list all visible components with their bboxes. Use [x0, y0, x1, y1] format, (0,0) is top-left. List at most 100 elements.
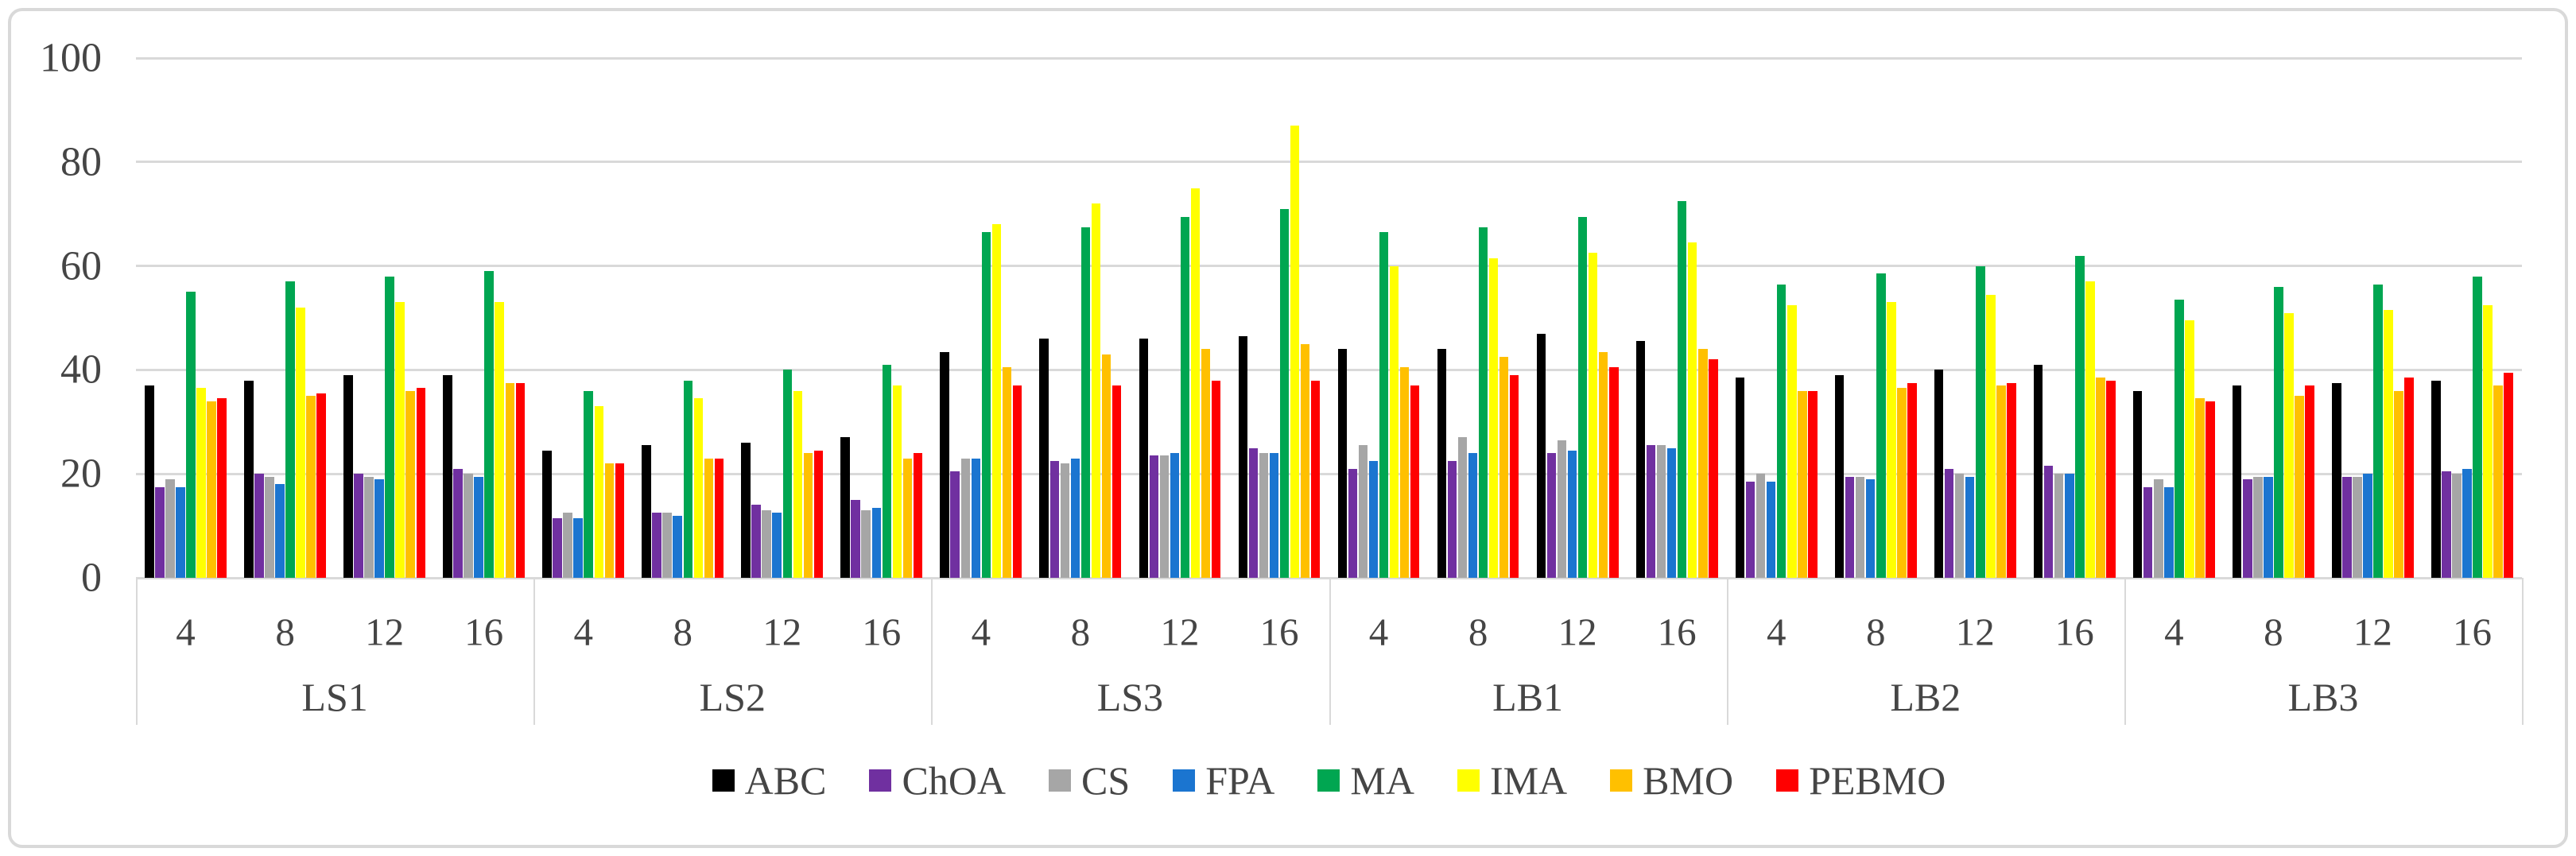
y-tick-label: 0 — [81, 555, 102, 601]
bar-PEBMO-LS1-16 — [515, 382, 526, 579]
legend-swatch-CS — [1049, 769, 1072, 792]
bar-CS-LB1-16 — [1656, 445, 1666, 578]
bar-BMO-LB1-4 — [1399, 367, 1410, 578]
bar-CS-LS1-8 — [265, 476, 274, 578]
bar-BMO-LS1-8 — [306, 396, 316, 578]
bar-CS-LB3-8 — [2253, 476, 2263, 578]
bar-FPA-LS3-4 — [971, 458, 981, 578]
bar-FPA-LB1-12 — [1567, 450, 1577, 578]
bar-FPA-LB1-4 — [1368, 460, 1379, 579]
bar-IMA-LB3-4 — [2185, 320, 2194, 578]
bar-BMO-LB2-12 — [1996, 385, 2006, 578]
x-tick-label: 4 — [573, 610, 593, 654]
x-tick-label: 4 — [1368, 610, 1389, 654]
bar-FPA-LS3-16 — [1269, 453, 1279, 578]
bar-CS-LB2-8 — [1855, 476, 1865, 578]
bar-CS-LS1-12 — [364, 476, 374, 578]
legend-swatch-FPA — [1173, 769, 1196, 792]
legend-label: MA — [1350, 758, 1414, 803]
bar-PEBMO-LS3-4 — [1012, 385, 1022, 578]
bar-FPA-LS2-12 — [772, 513, 782, 579]
bar-IMA-LB3-12 — [2384, 310, 2393, 578]
bar-ChOA-LB2-16 — [2043, 466, 2054, 578]
bar-MA-LS1-8 — [285, 281, 295, 578]
bar-MA-LS2-8 — [683, 380, 693, 578]
bar-MA-LS3-12 — [1180, 216, 1190, 578]
x-tick-label: 16 — [464, 610, 504, 654]
bar-ChOA-LS1-4 — [155, 486, 165, 578]
bar-FPA-LB2-4 — [1766, 482, 1776, 578]
category-separator — [1726, 578, 1728, 725]
bar-ChOA-LS3-16 — [1248, 447, 1259, 578]
legend-swatch-ChOA — [869, 769, 892, 792]
bar-CS-LB1-4 — [1358, 445, 1368, 578]
bar-ChOA-LB2-8 — [1845, 476, 1855, 578]
bar-MA-LB1-12 — [1577, 216, 1588, 578]
bar-FPA-LS1-4 — [176, 486, 185, 578]
legend-item-BMO: BMO — [1610, 757, 1733, 804]
bar-BMO-LB2-8 — [1897, 388, 1907, 578]
bar-BMO-LB1-12 — [1598, 351, 1608, 578]
legend-item-ABC: ABC — [712, 757, 826, 804]
bar-CS-LB3-12 — [2353, 476, 2362, 578]
bar-ABC-LB2-16 — [2033, 364, 2043, 578]
bar-BMO-LS3-4 — [1002, 367, 1012, 578]
x-tick-label: 4 — [2164, 610, 2184, 654]
bar-ChOA-LS3-4 — [950, 471, 960, 578]
bar-PEBMO-LS3-12 — [1211, 380, 1221, 578]
x-tick-label: 8 — [673, 610, 692, 654]
bar-MA-LB1-16 — [1677, 200, 1687, 578]
bar-IMA-LB1-8 — [1488, 258, 1499, 578]
bar-ABC-LB3-12 — [2332, 382, 2341, 579]
bar-BMO-LS2-4 — [604, 463, 615, 578]
bar-BMO-LB3-16 — [2493, 385, 2503, 578]
x-tick-label: 16 — [1657, 610, 1697, 654]
bar-FPA-LB1-8 — [1468, 453, 1478, 578]
bar-ABC-LS2-8 — [642, 445, 651, 578]
legend-swatch-IMA — [1457, 769, 1480, 792]
bar-ABC-LS2-12 — [741, 443, 751, 578]
bar-ABC-LB1-16 — [1635, 341, 1646, 578]
legend-label: ChOA — [902, 758, 1007, 803]
x-tick-label: 4 — [176, 610, 196, 654]
bar-IMA-LB3-8 — [2284, 312, 2294, 578]
bar-IMA-LB1-12 — [1588, 253, 1598, 579]
bar-PEBMO-LB3-4 — [2206, 401, 2215, 578]
legend-label: BMO — [1643, 758, 1734, 803]
y-tick-label: 20 — [60, 451, 102, 497]
bar-BMO-LB3-4 — [2195, 398, 2205, 578]
bar-FPA-LB2-12 — [1965, 476, 1975, 578]
bar-PEBMO-LB2-8 — [1907, 382, 1917, 579]
bar-IMA-LB2-12 — [1986, 294, 1996, 578]
bar-IMA-LS3-12 — [1190, 188, 1201, 578]
x-tick-label: 12 — [2353, 610, 2392, 654]
legend-label: FPA — [1205, 758, 1275, 803]
bar-BMO-LB2-16 — [2096, 378, 2105, 578]
bar-FPA-LS1-8 — [275, 484, 285, 578]
legend-swatch-PEBMO — [1776, 769, 1799, 792]
bar-CS-LS1-4 — [165, 478, 175, 578]
bar-BMO-LS2-12 — [803, 453, 813, 578]
gridline — [136, 265, 2522, 268]
bar-CS-LB2-12 — [1954, 474, 1965, 578]
bar-ABC-LB3-16 — [2431, 380, 2441, 578]
gridline — [136, 368, 2522, 371]
legend-item-CS: CS — [1049, 757, 1130, 804]
bar-BMO-LS3-12 — [1201, 349, 1211, 578]
bar-IMA-LS2-8 — [693, 398, 704, 578]
bar-FPA-LS3-12 — [1170, 453, 1180, 578]
bar-MA-LS2-4 — [584, 390, 593, 578]
bar-IMA-LS1-12 — [395, 302, 405, 578]
bar-ABC-LS1-4 — [145, 385, 154, 578]
bar-CS-LS3-16 — [1259, 453, 1269, 578]
bar-MA-LB2-12 — [1976, 265, 1985, 578]
bar-ABC-LB1-8 — [1437, 349, 1447, 578]
bar-IMA-LB3-16 — [2483, 304, 2493, 578]
category-separator — [533, 578, 536, 725]
bar-PEBMO-LB1-16 — [1709, 359, 1718, 578]
bar-CS-LB2-16 — [2054, 474, 2064, 578]
bar-FPA-LS2-16 — [871, 507, 882, 578]
bar-BMO-LS3-16 — [1300, 343, 1310, 578]
bar-MA-LB1-8 — [1478, 227, 1488, 578]
bar-ABC-LS2-16 — [840, 437, 850, 578]
